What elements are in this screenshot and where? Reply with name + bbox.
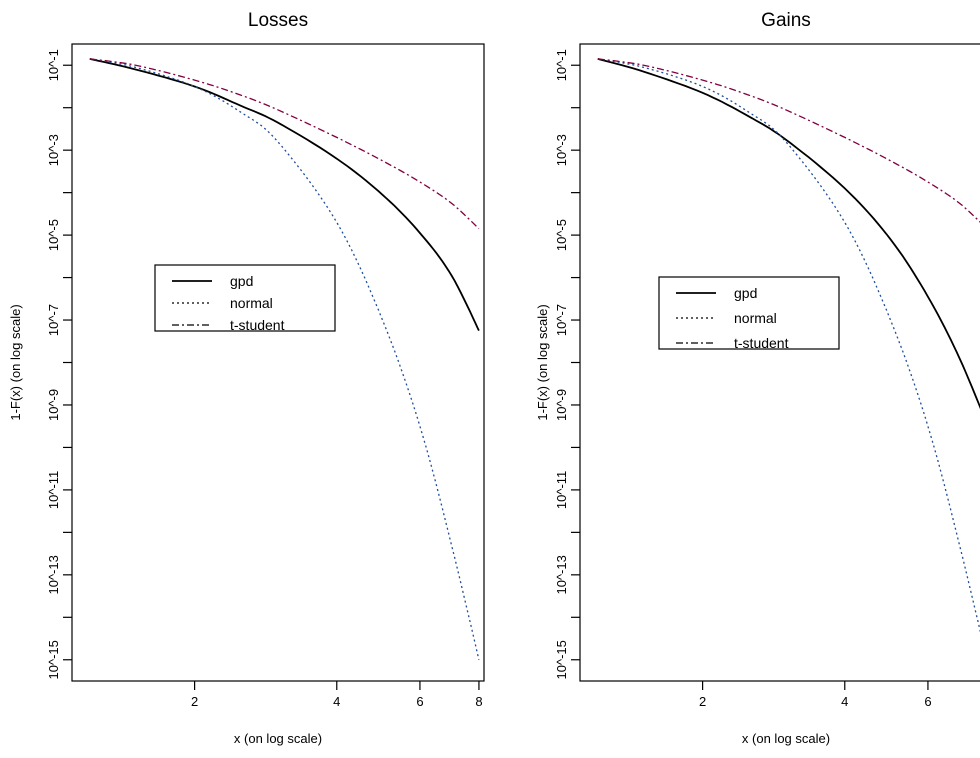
plot-frame: [71, 43, 485, 682]
series-line-t-student: [597, 58, 980, 223]
y-tick-label: 10^-11: [554, 471, 569, 509]
y-tick-label: 10^-5: [46, 219, 61, 251]
x-tick-label: 6: [924, 694, 931, 709]
plot-frame: [579, 43, 980, 682]
legend-label-gpd: gpd: [734, 285, 757, 301]
x-tick-label: 2: [699, 694, 706, 709]
y-tick-label: 10^-3: [46, 134, 61, 166]
series-line-normal: [89, 58, 480, 660]
x-tick-label: 4: [841, 694, 848, 709]
y-tick-label: 10^-13: [46, 555, 61, 594]
legend-box: [658, 276, 840, 350]
x-tick-label: 6: [416, 694, 423, 709]
series-line-t-student: [89, 58, 480, 230]
losses-panel: Losses 2 4 6 8 x (on log scale) 10^-15 10^-13 10…: [8, 10, 485, 746]
x-tick-label: 8: [475, 694, 482, 709]
series-line-normal: [597, 58, 980, 633]
x-axis-label: x (on log scale): [742, 731, 830, 746]
y-axis-label: 1-F(x) (on log scale): [535, 304, 550, 420]
x-axis-label: x (on log scale): [234, 731, 322, 746]
y-tick-label: 10^-9: [46, 389, 61, 421]
legend-label-t-student: t-student: [734, 335, 789, 351]
y-tick-label: 10^-7: [46, 304, 61, 336]
legend-label-t-student: t-student: [230, 317, 285, 333]
series-line-gpd: [89, 58, 480, 331]
gains-panel: Gains2468x (on log scale)10^-1510^-1310^…: [535, 10, 980, 746]
legend: gpd normal t-student: [154, 264, 336, 333]
y-tick-label: 10^-13: [554, 555, 569, 594]
legend-label-normal: normal: [230, 295, 273, 311]
y-tick-label: 10^-1: [554, 49, 569, 81]
legend-label-gpd: gpd: [230, 273, 253, 289]
y-axis-label: 1-F(x) (on log scale): [8, 304, 23, 420]
y-tick-label: 10^-11: [46, 471, 61, 509]
legend: gpd normal t-student: [658, 276, 840, 351]
legend-box: [154, 264, 336, 332]
y-tick-label: 10^-15: [554, 640, 569, 679]
y-tick-label: 10^-3: [554, 134, 569, 166]
chart-title: Losses: [248, 10, 308, 31]
y-tick-label: 10^-1: [46, 49, 61, 81]
chart-title: Gains: [761, 10, 811, 31]
y-tick-label: 10^-7: [554, 304, 569, 336]
x-tick-label: 4: [333, 694, 340, 709]
legend-label-normal: normal: [734, 310, 777, 326]
series-line-gpd: [597, 58, 980, 410]
y-tick-label: 10^-9: [554, 389, 569, 421]
y-tick-label: 10^-5: [554, 219, 569, 251]
y-tick-label: 10^-15: [46, 640, 61, 679]
x-tick-label: 2: [191, 694, 198, 709]
